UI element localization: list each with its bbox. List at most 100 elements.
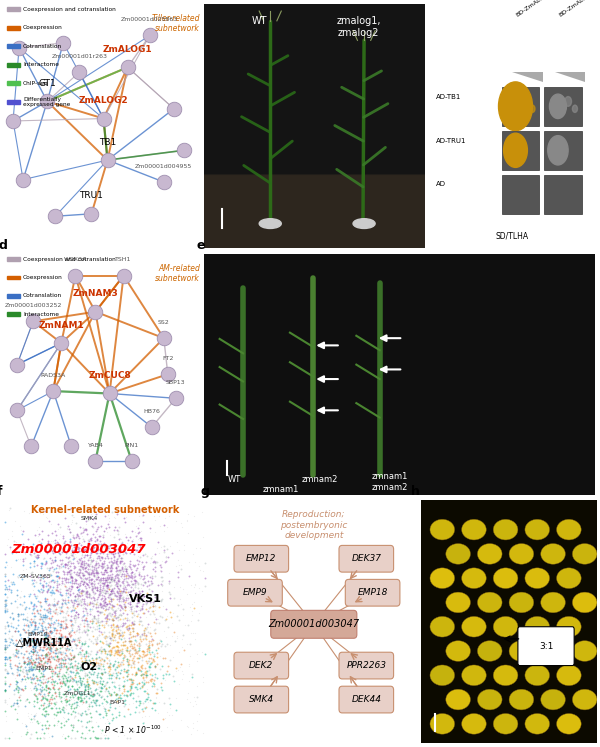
Point bbox=[49, 574, 58, 586]
Point bbox=[136, 572, 145, 584]
Point bbox=[50, 662, 60, 674]
Point bbox=[14, 571, 23, 583]
Point bbox=[148, 550, 157, 562]
Point bbox=[73, 569, 83, 581]
Point bbox=[38, 659, 48, 671]
Point bbox=[88, 546, 97, 558]
Point bbox=[142, 683, 152, 695]
Point bbox=[75, 691, 85, 703]
Point bbox=[26, 656, 35, 668]
Point bbox=[63, 707, 73, 719]
Point bbox=[95, 587, 105, 599]
Point bbox=[17, 599, 27, 611]
Point bbox=[53, 650, 62, 662]
Text: WT: WT bbox=[251, 16, 267, 26]
Point bbox=[73, 530, 83, 542]
Point bbox=[109, 680, 119, 692]
Point bbox=[0, 636, 10, 648]
Point bbox=[49, 622, 58, 634]
Point bbox=[163, 660, 173, 672]
Point bbox=[49, 630, 58, 642]
Point bbox=[100, 584, 110, 596]
Point bbox=[106, 575, 115, 587]
Point bbox=[125, 644, 135, 656]
Point bbox=[175, 645, 184, 657]
Point bbox=[80, 684, 89, 696]
Point bbox=[57, 546, 67, 558]
Point bbox=[57, 572, 67, 584]
Point bbox=[56, 548, 65, 560]
Point bbox=[81, 515, 91, 527]
Point bbox=[121, 601, 130, 613]
Point bbox=[36, 583, 46, 595]
Point bbox=[118, 619, 127, 631]
Point bbox=[28, 624, 38, 636]
Point bbox=[23, 636, 32, 648]
Point bbox=[145, 557, 154, 568]
Point bbox=[2, 666, 12, 678]
Point bbox=[158, 713, 168, 725]
Point bbox=[1, 635, 11, 647]
Point bbox=[61, 689, 70, 701]
Point bbox=[166, 611, 176, 623]
Point bbox=[36, 656, 46, 668]
Point bbox=[24, 590, 34, 602]
Point bbox=[4, 652, 14, 664]
Point bbox=[97, 572, 106, 584]
Point bbox=[138, 679, 148, 691]
Point bbox=[71, 667, 80, 679]
Point bbox=[0, 594, 10, 606]
Ellipse shape bbox=[525, 713, 550, 734]
Point bbox=[106, 587, 116, 599]
Point bbox=[86, 686, 95, 698]
Point bbox=[95, 688, 104, 700]
Point bbox=[115, 644, 124, 656]
Point bbox=[67, 700, 76, 712]
Point bbox=[106, 689, 116, 701]
Point bbox=[41, 679, 50, 691]
Point bbox=[10, 639, 20, 651]
Point bbox=[69, 566, 79, 578]
Point bbox=[97, 558, 107, 570]
Point bbox=[29, 627, 39, 639]
Point bbox=[34, 626, 43, 638]
Text: HB76: HB76 bbox=[143, 409, 160, 414]
Point bbox=[44, 612, 54, 624]
Point bbox=[142, 645, 152, 657]
Point bbox=[102, 613, 112, 624]
Point bbox=[77, 530, 86, 542]
Point bbox=[73, 600, 82, 612]
Point bbox=[95, 559, 104, 571]
Point bbox=[98, 531, 107, 543]
Point bbox=[149, 674, 158, 686]
Point bbox=[132, 593, 142, 605]
Point bbox=[119, 679, 129, 691]
Bar bbox=[7, 44, 20, 49]
Point bbox=[41, 680, 50, 692]
Point bbox=[61, 649, 71, 661]
Point bbox=[117, 626, 127, 638]
Point bbox=[30, 619, 40, 631]
Point bbox=[145, 526, 155, 538]
Point bbox=[45, 639, 55, 651]
Point bbox=[21, 719, 31, 731]
Point bbox=[29, 645, 39, 657]
Point bbox=[85, 563, 95, 575]
Point bbox=[77, 694, 87, 706]
Point bbox=[132, 627, 142, 639]
Point bbox=[130, 570, 139, 582]
Point bbox=[112, 598, 122, 610]
Point bbox=[134, 664, 143, 676]
Point bbox=[63, 680, 73, 692]
Point bbox=[188, 672, 197, 684]
Point bbox=[88, 657, 97, 669]
Point bbox=[116, 609, 125, 621]
Point bbox=[64, 627, 74, 639]
Point bbox=[50, 595, 59, 607]
Point bbox=[122, 665, 131, 677]
Point bbox=[23, 624, 32, 636]
Point bbox=[94, 657, 103, 669]
Point bbox=[91, 694, 101, 706]
Point bbox=[27, 633, 37, 645]
Point bbox=[48, 535, 58, 547]
